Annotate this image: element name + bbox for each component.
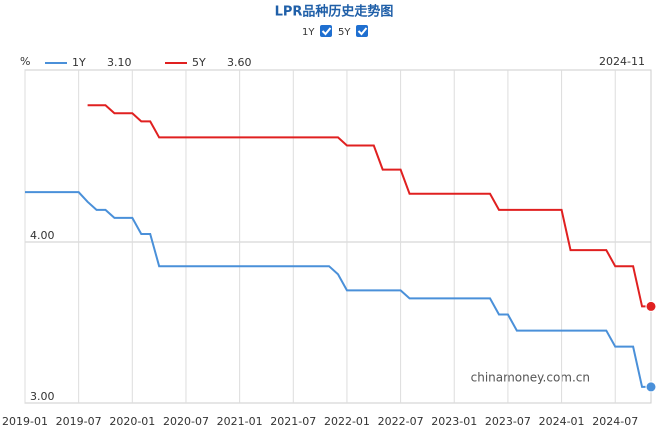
toggle-label: 5Y bbox=[338, 27, 351, 38]
y-unit: % bbox=[20, 55, 30, 68]
x-tick-label: 2019-07 bbox=[56, 415, 102, 428]
hover-point bbox=[645, 381, 657, 393]
legend-label: 1Y bbox=[72, 56, 86, 69]
series-line bbox=[25, 191, 651, 388]
x-tick-label: 2020-07 bbox=[163, 415, 209, 428]
x-tick-label: 2021-01 bbox=[217, 415, 263, 428]
toggle-check bbox=[357, 27, 368, 36]
x-tick-label: 2019-01 bbox=[2, 415, 48, 428]
legend-value: 3.60 bbox=[227, 56, 252, 69]
hover-point bbox=[645, 300, 657, 312]
toggle-check bbox=[321, 27, 332, 36]
x-tick-label: 2023-07 bbox=[485, 415, 531, 428]
x-tick-label: 2024-01 bbox=[539, 415, 585, 428]
legend-value: 3.10 bbox=[107, 56, 132, 69]
y-tick-label: 4.00 bbox=[30, 229, 55, 242]
x-tick-label: 2021-07 bbox=[270, 415, 316, 428]
x-tick-label: 2022-07 bbox=[378, 415, 424, 428]
x-tick-label: 2020-01 bbox=[109, 415, 155, 428]
chart-title: LPR品种历史走势图 bbox=[275, 4, 394, 20]
watermark: chinamoney.com.cn bbox=[471, 371, 590, 385]
x-tick-label: 2022-01 bbox=[324, 415, 370, 428]
toggle-label: 1Y bbox=[302, 27, 315, 38]
x-tick-label: 2024-07 bbox=[592, 415, 638, 428]
toggle-checkbox[interactable] bbox=[320, 25, 332, 37]
series-line bbox=[87, 104, 651, 308]
x-tick-label: 2023-01 bbox=[431, 415, 477, 428]
legend-label: 5Y bbox=[192, 56, 206, 69]
current-date: 2024-11 bbox=[599, 55, 645, 68]
plot-frame bbox=[24, 69, 652, 404]
y-tick-label: 3.00 bbox=[30, 390, 55, 403]
toggle-checkbox[interactable] bbox=[356, 25, 368, 37]
